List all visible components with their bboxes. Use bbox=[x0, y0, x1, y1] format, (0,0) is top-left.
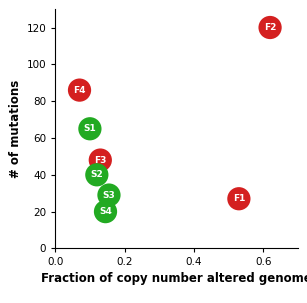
Point bbox=[87, 126, 92, 131]
Text: S3: S3 bbox=[103, 191, 115, 200]
Text: F1: F1 bbox=[233, 194, 245, 203]
X-axis label: Fraction of copy number altered genome: Fraction of copy number altered genome bbox=[41, 272, 307, 285]
Text: S1: S1 bbox=[84, 124, 96, 133]
Text: F4: F4 bbox=[73, 86, 86, 95]
Text: S2: S2 bbox=[91, 170, 103, 179]
Point bbox=[77, 88, 82, 92]
Point bbox=[94, 172, 99, 177]
Text: F2: F2 bbox=[264, 23, 276, 32]
Y-axis label: # of mutations: # of mutations bbox=[9, 80, 22, 178]
Point bbox=[268, 25, 273, 30]
Point bbox=[236, 196, 241, 201]
Text: F3: F3 bbox=[94, 155, 107, 165]
Text: S4: S4 bbox=[99, 207, 112, 216]
Point bbox=[103, 209, 108, 214]
Point bbox=[98, 158, 103, 162]
Point bbox=[107, 193, 111, 198]
